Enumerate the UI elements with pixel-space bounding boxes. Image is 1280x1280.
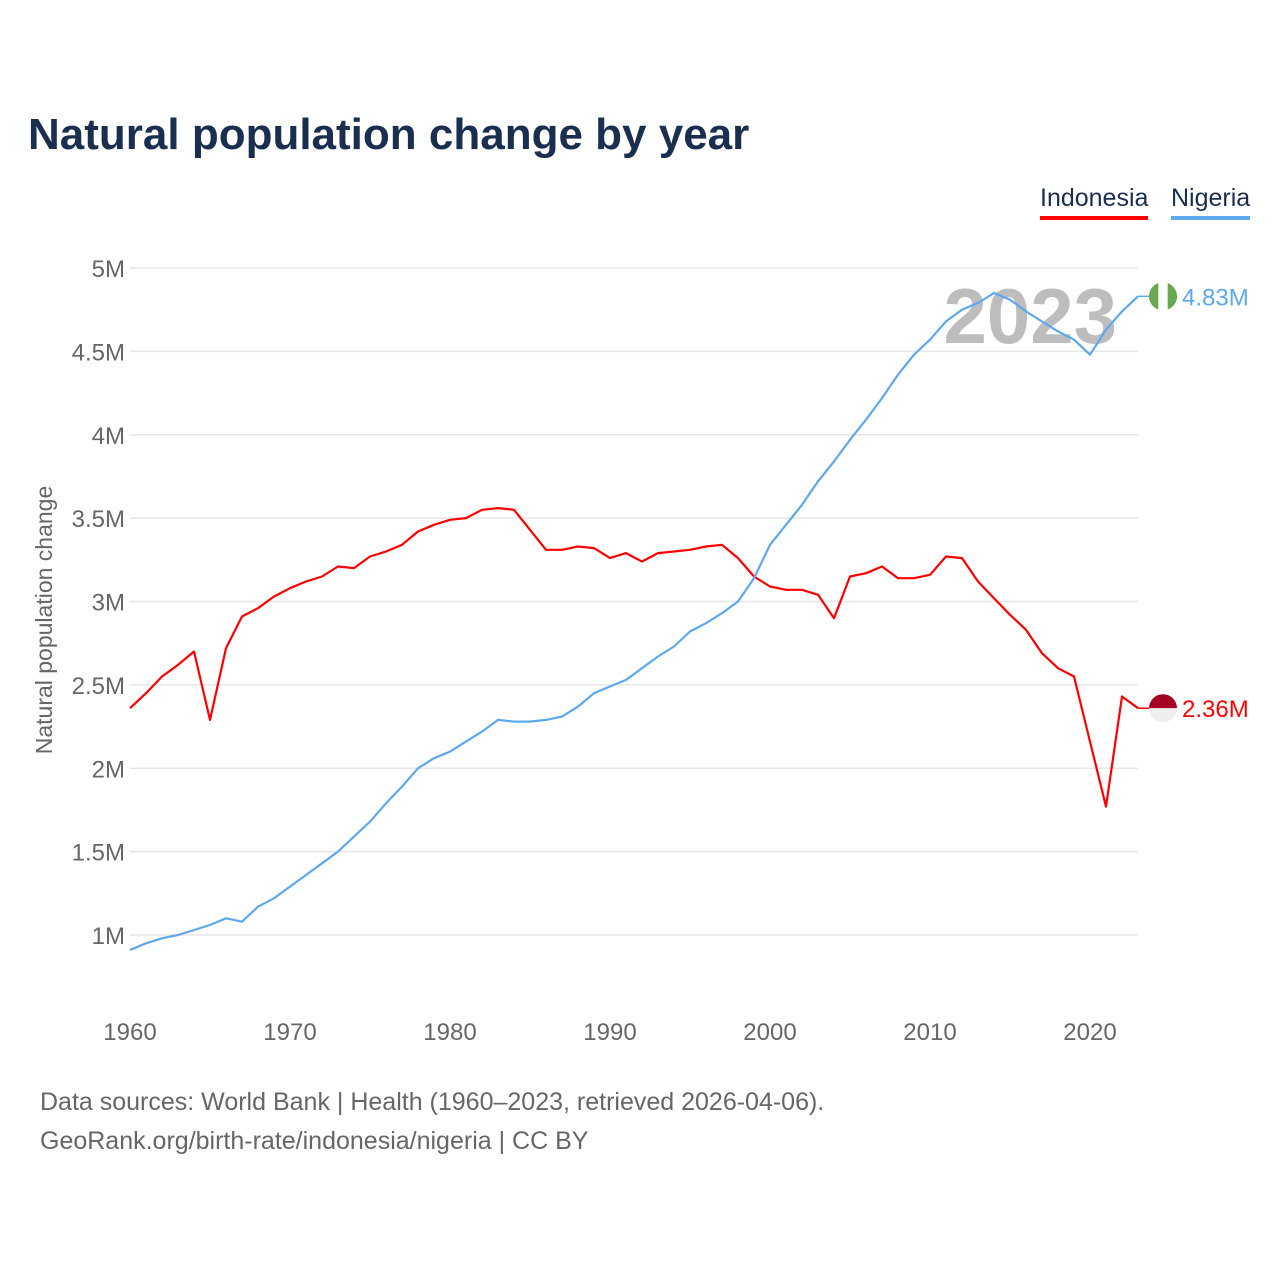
x-tick-label: 2010: [903, 1019, 956, 1046]
end-value-label-nigeria: 4.83M: [1182, 284, 1249, 311]
x-tick-label: 1960: [103, 1019, 156, 1046]
footer-sources: Data sources: World Bank | Health (1960–…: [40, 1088, 825, 1116]
x-tick-label: 2000: [743, 1019, 796, 1046]
nigeria-flag-icon-right: [1167, 283, 1178, 310]
x-tick-label: 1980: [423, 1019, 476, 1046]
year-label: 2023: [943, 272, 1117, 360]
y-tick-label: 1M: [92, 923, 125, 950]
legend-indonesia[interactable]: Indonesia: [1040, 184, 1149, 220]
series-line-indonesia: [129, 507, 1139, 808]
x-tick-label: 2020: [1063, 1019, 1116, 1046]
indonesia-flag-icon-top: [1149, 694, 1178, 709]
y-tick-label: 1.5M: [72, 840, 125, 867]
y-tick-label: 4.5M: [72, 339, 125, 366]
y-tick-label: 3.5M: [72, 506, 125, 533]
x-tick-label: 1990: [583, 1019, 636, 1046]
nigeria-flag-icon-left: [1148, 283, 1159, 310]
footer-attribution: GeoRank.org/birth-rate/indonesia/nigeria…: [40, 1127, 589, 1155]
chart-title: Natural population change by year: [28, 110, 750, 159]
y-tick-label: 2.5M: [72, 673, 125, 700]
y-tick-label: 2M: [92, 756, 125, 783]
series-line-nigeria: [129, 291, 1139, 952]
x-tick-label: 1970: [263, 1019, 316, 1046]
y-tick-label: 5M: [92, 256, 125, 283]
y-tick-label: 4M: [92, 423, 125, 450]
y-tick-label: 3M: [92, 590, 125, 617]
indonesia-flag-icon-bottom: [1149, 708, 1178, 723]
y-axis-label: Natural population change: [31, 486, 57, 755]
end-value-label-indonesia: 2.36M: [1182, 696, 1249, 723]
legend-nigeria[interactable]: Nigeria: [1171, 184, 1251, 220]
